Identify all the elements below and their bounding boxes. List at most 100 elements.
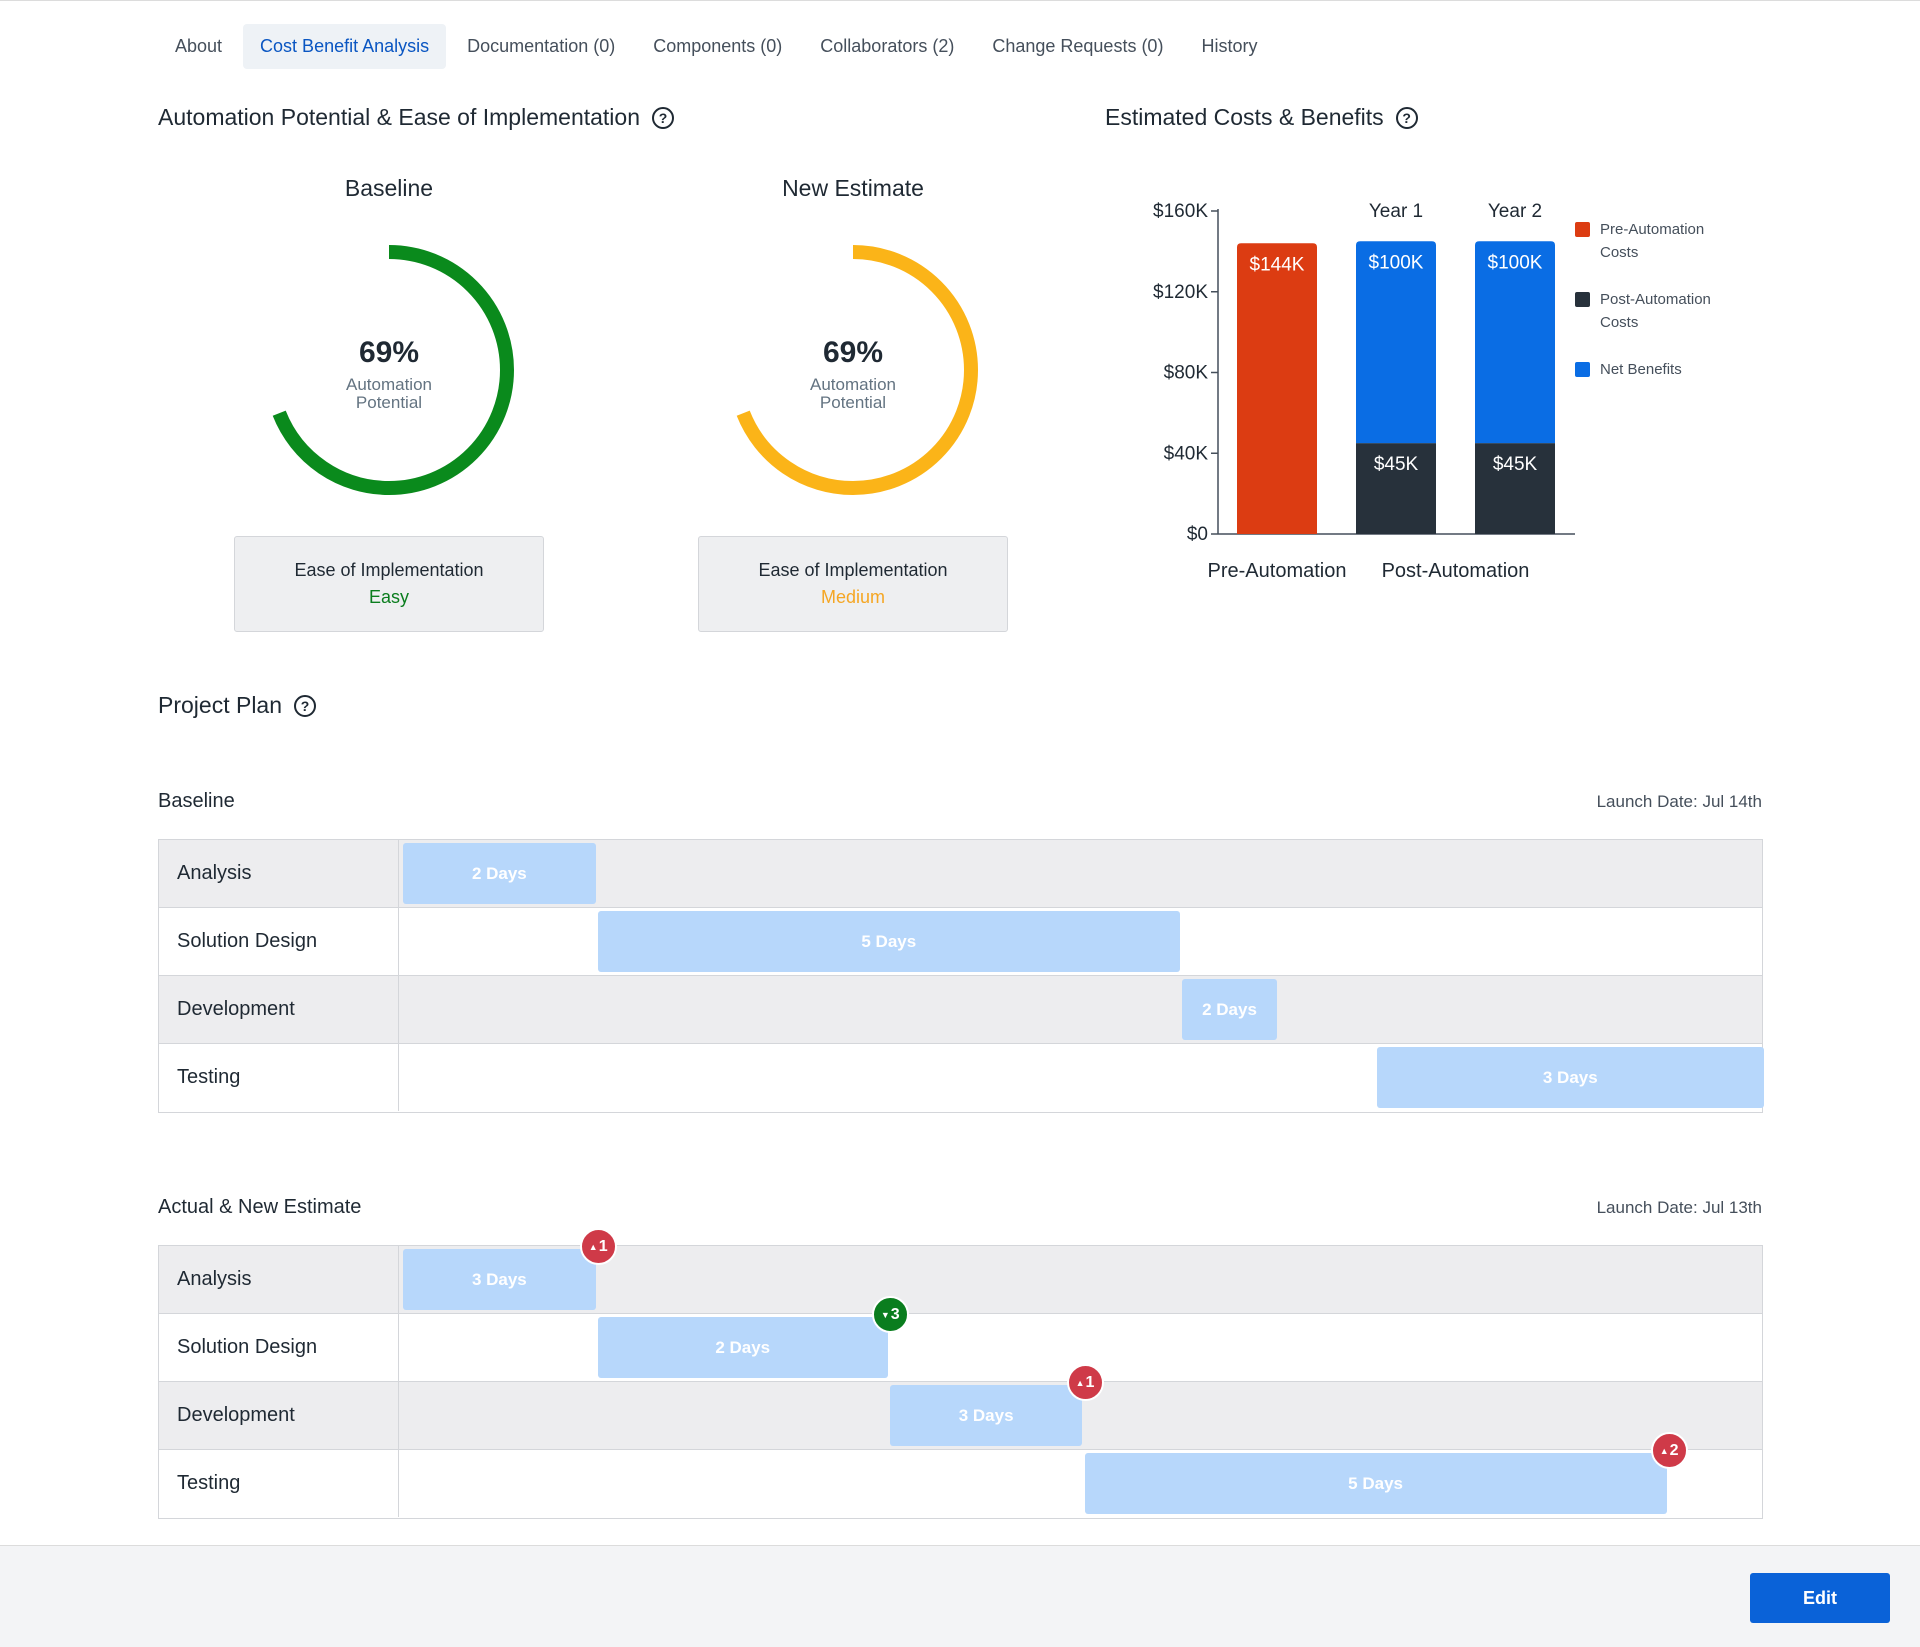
gantt-row-label: Development	[159, 1382, 399, 1449]
new-estimate-donut-center: 69% Automation Potential	[723, 336, 983, 412]
tab-components[interactable]: Components (0)	[653, 36, 783, 56]
baseline-plan-heading: Baseline	[158, 790, 235, 812]
new-estimate-potential-label-line1: Automation	[810, 375, 896, 394]
project-plan-title-text: Project Plan	[158, 692, 283, 718]
gantt-row: Development 3 Days ▲ 1	[159, 1364, 1762, 1450]
costs-title-text: Estimated Costs & Benefits	[1105, 104, 1384, 130]
question-circle-icon[interactable]: ?	[652, 106, 675, 129]
gantt-bar[interactable]: 3 Days	[1376, 1047, 1764, 1108]
legend-label: Post-Automation Costs	[1600, 288, 1711, 334]
baseline-donut-center: 69% Automation Potential	[259, 336, 519, 412]
gantt-bar[interactable]: 2 Days	[597, 1317, 888, 1378]
gantt-bar[interactable]: 5 Days	[1084, 1453, 1667, 1514]
gantt-row: Development 2 Days	[159, 976, 1762, 1044]
legend-label-line2: Costs	[1600, 244, 1639, 261]
gantt-bar[interactable]: 3 Days	[403, 1249, 596, 1310]
costs-section-title: Estimated Costs & Benefits ?	[1105, 104, 1418, 131]
new-estimate-potential-label: Automation Potential	[723, 376, 983, 412]
bar-value-label: $144K	[1250, 254, 1305, 275]
new-estimate-potential-label-line2: Potential	[819, 393, 887, 412]
baseline-ease-label: Ease of Implementation	[294, 560, 484, 580]
new-estimate-percent: 69%	[822, 336, 884, 369]
triangle-up-icon: ▲	[1075, 1377, 1085, 1388]
baseline-potential-label-line2: Potential	[355, 393, 423, 412]
baseline-ease-value: Easy	[368, 587, 410, 607]
new-estimate-ring-arc	[728, 245, 978, 495]
actual-launch-date: Launch Date: Jul 13th	[1596, 1198, 1762, 1217]
new-estimate-donut-title: New Estimate	[782, 175, 924, 201]
legend-label: Pre-Automation Costs	[1600, 218, 1704, 264]
legend-swatch	[1575, 222, 1590, 237]
legend-label: Net Benefits	[1600, 361, 1682, 378]
gantt-row-label: Testing	[159, 1450, 399, 1517]
tab-collaborators[interactable]: Collaborators (2)	[820, 36, 955, 56]
baseline-potential-label: Automation Potential	[259, 376, 519, 412]
gantt-row-label: Development	[159, 976, 399, 1043]
gantt-row-label: Solution Design	[159, 1314, 399, 1381]
y-tick-label: $120K	[1153, 282, 1208, 303]
triangle-down-icon: ▼	[880, 1309, 890, 1320]
bar-value-label: $100K	[1488, 252, 1543, 273]
gantt-row: Solution Design 5 Days	[159, 908, 1762, 976]
category-label: Year 2	[1488, 201, 1542, 222]
y-tick-label: $160K	[1153, 201, 1208, 222]
delta-decrease-badge: ▼ 3	[871, 1296, 909, 1333]
delta-increase-badge: ▲ 1	[579, 1228, 617, 1265]
new-estimate-donut: 69% Automation Potential	[723, 240, 983, 500]
gantt-row-label: Analysis	[159, 1246, 399, 1313]
new-estimate-donut-card: New Estimate 69% Automation Potential Ea…	[693, 175, 1013, 632]
y-tick-label: $0	[1187, 524, 1208, 545]
gantt-row: Solution Design 2 Days ▼ 3	[159, 1296, 1762, 1382]
gantt-bar[interactable]: 2 Days	[1181, 979, 1278, 1040]
tab-about[interactable]: About	[175, 36, 223, 56]
y-tick-label: $80K	[1164, 363, 1209, 384]
legend-label-line1: Pre-Automation	[1600, 221, 1705, 238]
new-estimate-ease-box: Ease of Implementation Medium	[698, 536, 1008, 632]
tab-documentation[interactable]: Documentation (0)	[467, 36, 616, 56]
delta-increase-badge: ▲ 2	[1650, 1432, 1688, 1469]
triangle-up-icon: ▲	[588, 1241, 598, 1252]
gantt-row: Analysis 2 Days	[159, 840, 1762, 908]
group-label: Post-Automation	[1382, 560, 1530, 582]
gantt-row-label: Solution Design	[159, 908, 399, 975]
bar-value-label: $100K	[1369, 252, 1424, 273]
gantt-row: Testing 3 Days	[159, 1044, 1764, 1112]
baseline-ring-arc	[264, 245, 514, 495]
baseline-donut-title: Baseline	[344, 175, 434, 201]
delta-increase-badge: ▲ 1	[1066, 1364, 1104, 1401]
baseline-potential-label-line1: Automation	[346, 375, 432, 394]
bar-segment	[1356, 241, 1436, 444]
tab-history[interactable]: History	[1201, 36, 1258, 56]
baseline-donut-card: Baseline 69% Automation Potential Ease o…	[229, 175, 549, 632]
gantt-bar[interactable]: 2 Days	[403, 843, 596, 904]
delta-value: 2	[1669, 1441, 1679, 1459]
chart-legend: Pre-Automation Costs Post-Automation Costs…	[1575, 218, 1735, 405]
tab-change-requests[interactable]: Change Requests (0)	[992, 36, 1164, 56]
new-estimate-ease-label: Ease of Implementation	[758, 560, 948, 580]
gantt-row: Testing 5 Days ▲ 2	[159, 1432, 1762, 1518]
edit-button[interactable]: Edit	[1750, 1573, 1890, 1623]
legend-item-net-benefits: Net Benefits	[1575, 358, 1735, 381]
bar-segment	[1475, 241, 1555, 444]
baseline-launch-date: Launch Date: Jul 14th	[1596, 792, 1762, 811]
bar-segment	[1356, 443, 1436, 534]
automation-title-text: Automation Potential & Ease of Implement…	[158, 104, 641, 130]
actual-gantt: Analysis 3 Days ▲ 1 Solution Design 2 Days ▼ 3 D…	[158, 1228, 1763, 1519]
legend-item-pre-automation-costs: Pre-Automation Costs	[1575, 218, 1735, 264]
tab-cost-benefit-analysis[interactable]: Cost Benefit Analysis	[243, 24, 447, 69]
legend-swatch	[1575, 292, 1590, 307]
gantt-row: Analysis 3 Days ▲ 1	[159, 1228, 1762, 1314]
triangle-up-icon: ▲	[1659, 1445, 1669, 1456]
legend-item-post-automation-costs: Post-Automation Costs	[1575, 288, 1735, 334]
tab-bar: About Cost Benefit Analysis Documentatio…	[158, 24, 1274, 69]
top-divider	[0, 0, 1920, 1]
gantt-row-label: Testing	[159, 1044, 399, 1111]
gantt-bar[interactable]: 5 Days	[597, 911, 1180, 972]
cost-benefit-chart: $0 $40K $80K $120K $160K $144K $45K $100K Year 1…	[1153, 201, 1575, 582]
baseline-percent: 69%	[358, 336, 420, 369]
baseline-ease-box: Ease of Implementation Easy	[234, 536, 544, 632]
question-circle-icon[interactable]: ?	[294, 694, 317, 717]
gantt-bar[interactable]: 3 Days	[889, 1385, 1083, 1446]
question-circle-icon[interactable]: ?	[1395, 106, 1418, 129]
legend-label-line2: Costs	[1600, 314, 1639, 331]
